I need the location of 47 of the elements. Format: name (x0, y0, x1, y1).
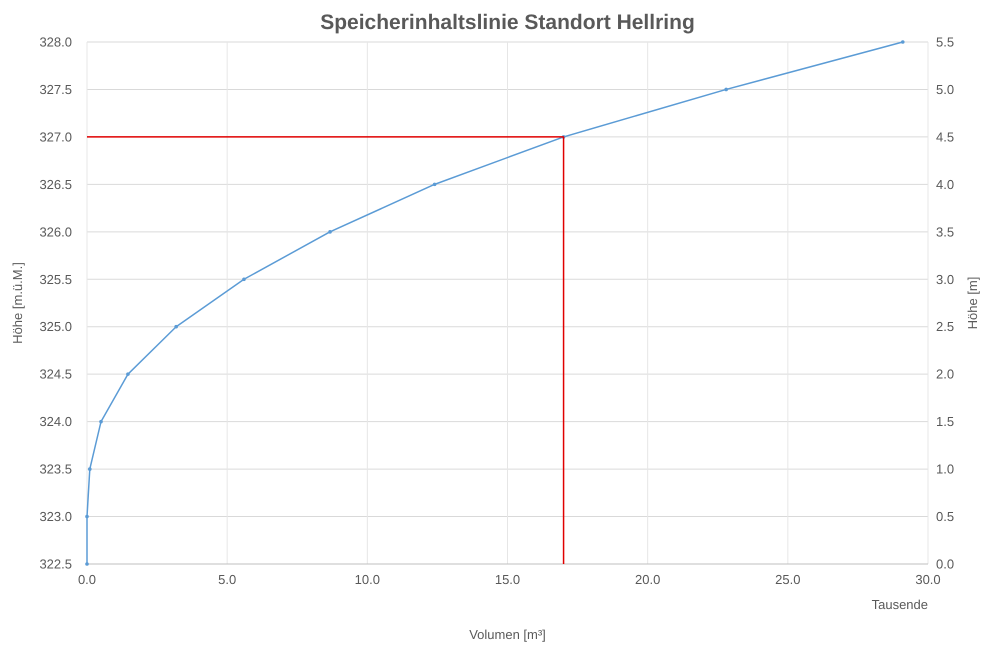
y-tick-label: 326.5 (39, 176, 72, 192)
x-tick-label: 0.0 (78, 572, 96, 587)
y2-tick-label: 5.0 (936, 82, 954, 97)
y-tick-label: 324.0 (39, 414, 72, 430)
point (724, 88, 728, 92)
y-tick-label: 325.5 (39, 272, 72, 287)
y2-tick-label: 3.5 (936, 224, 954, 240)
y2-tick-label: 3.0 (936, 272, 954, 287)
chart-title: Speicherinhaltslinie Standort Hellring (320, 11, 695, 34)
x-tick-label: 15.0 (494, 572, 520, 587)
y-tick-label: 323.5 (39, 462, 72, 477)
y2-tick-label: 1.0 (936, 462, 954, 477)
y2-tick-label: 2.0 (936, 366, 954, 382)
y-tick-label: 326.0 (39, 224, 72, 240)
y-tick-label: 327.5 (39, 82, 72, 97)
y2-tick-label: 4.0 (936, 176, 954, 192)
x-tick-label: 5.0 (218, 572, 236, 587)
y-tick-label: 328.0 (39, 34, 72, 50)
y-tick-label: 322.5 (39, 556, 72, 572)
y2-tick-label: 2.5 (936, 319, 954, 334)
x-tick-label: 10.0 (354, 572, 380, 587)
point (242, 277, 246, 282)
point (85, 514, 89, 518)
y-tick-label: 327.0 (39, 129, 72, 144)
point (432, 182, 436, 186)
y-tick-label: 324.5 (39, 366, 72, 382)
x-tick-label: 20.0 (635, 572, 660, 587)
y-tick-label: 323.0 (39, 509, 72, 524)
point (88, 467, 92, 471)
y-tick-label: 325.0 (39, 319, 72, 334)
text: Tausende (872, 597, 928, 612)
y2-axis-title: Höhe [m] (965, 276, 980, 330)
x-tick-label: 30.0 (915, 572, 941, 587)
point (900, 40, 905, 44)
y2-tick-label: 4.5 (936, 129, 954, 144)
y-axis-title: Höhe [m.ü.M.] (10, 262, 25, 344)
y2-tick-label: 1.5 (936, 414, 954, 430)
y2-tick-label: 0.5 (936, 509, 954, 524)
point (328, 230, 332, 234)
point (85, 562, 89, 566)
x-axis-title: Volumen [m³] (469, 627, 546, 642)
y2-tick-label: 0.0 (936, 556, 954, 572)
x-tick-label: 25.0 (775, 572, 800, 587)
point (126, 372, 130, 376)
y2-tick-label: 5.5 (936, 34, 954, 50)
point (99, 420, 103, 424)
point (174, 324, 178, 329)
